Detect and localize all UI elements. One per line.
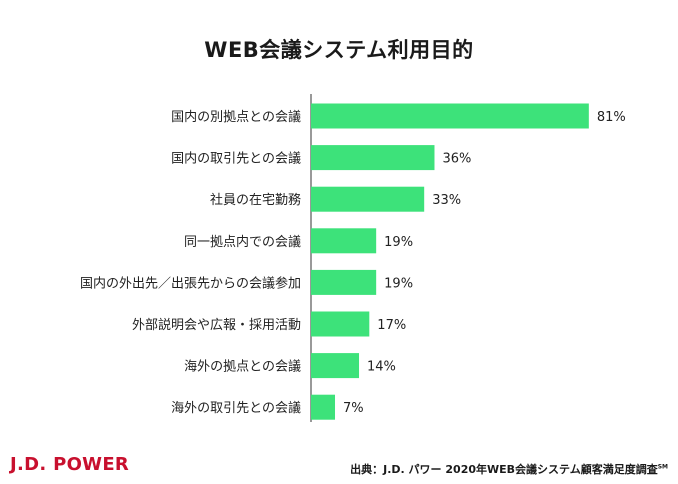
source-note: 出典：J.D. パワー 2020年WEB会議システム顧客満足度調査SM xyxy=(350,461,668,477)
value-label: 19% xyxy=(384,276,413,291)
source-text: 出典：J.D. パワー 2020年WEB会議システム顧客満足度調査 xyxy=(350,463,658,476)
value-label: 14% xyxy=(367,360,396,375)
bar xyxy=(311,145,435,171)
category-label: 国内の取引先との会議 xyxy=(171,151,301,167)
category-label: 海外の取引先との会議 xyxy=(171,401,301,416)
value-label: 33% xyxy=(432,193,461,208)
category-label: 同一拠点内での会議 xyxy=(184,234,301,250)
bar xyxy=(311,269,377,295)
value-label: 36% xyxy=(442,152,471,167)
value-label: 17% xyxy=(377,318,406,333)
value-labels: 81% 36% 33% 19% 19% 17% 14% 7% xyxy=(343,110,626,416)
chart-title: WEB会議システム利用目的 xyxy=(204,38,474,62)
value-label: 19% xyxy=(384,235,413,250)
bar xyxy=(311,311,370,337)
bar xyxy=(311,228,377,254)
bar xyxy=(311,353,360,379)
category-label: 国内の外出先／出張先からの会議参加 xyxy=(80,275,301,291)
value-label: 7% xyxy=(343,401,364,416)
category-labels: 国内の別拠点との会議国内の取引先との会議社員の在宅勤務同一拠点内での会議国内の外… xyxy=(80,109,301,416)
bar xyxy=(311,186,425,212)
category-label: 外部説明会や広報・採用活動 xyxy=(132,317,301,333)
bar xyxy=(311,394,336,420)
value-label: 81% xyxy=(597,110,626,125)
category-label: 国内の別拠点との会議 xyxy=(171,109,301,125)
jd-power-logo: J.D. POWER xyxy=(10,454,130,475)
bars xyxy=(311,103,589,420)
category-label: 社員の在宅勤務 xyxy=(210,192,301,208)
service-mark: SM xyxy=(657,463,668,471)
category-label: 海外の拠点との会議 xyxy=(184,360,301,375)
bar xyxy=(311,103,589,129)
